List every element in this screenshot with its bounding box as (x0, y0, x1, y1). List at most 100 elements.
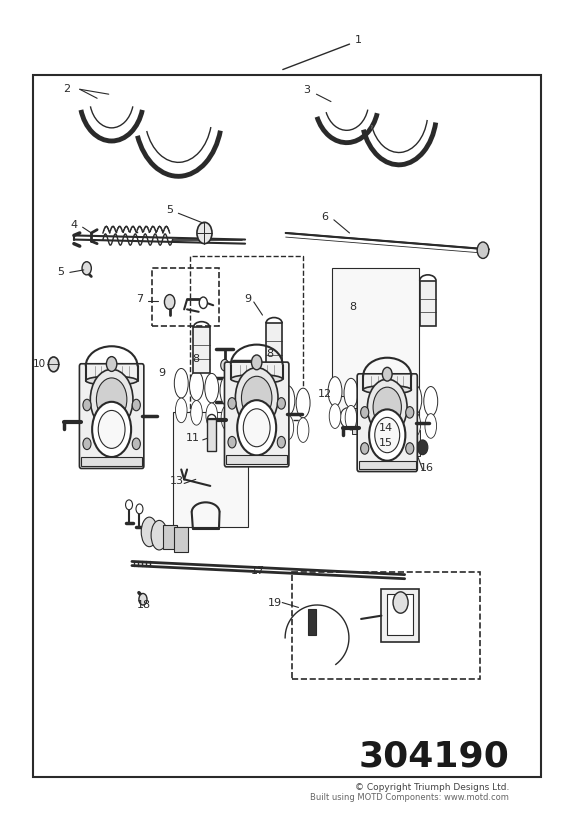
Circle shape (221, 388, 229, 400)
Ellipse shape (363, 386, 412, 394)
Circle shape (393, 592, 408, 613)
Circle shape (375, 418, 400, 452)
Text: 6: 6 (322, 213, 329, 222)
Bar (387, 594, 413, 635)
FancyBboxPatch shape (224, 362, 289, 467)
Text: 5: 5 (58, 268, 65, 278)
Bar (266, 323, 282, 368)
Ellipse shape (344, 378, 358, 408)
Ellipse shape (392, 383, 406, 413)
Text: © Copyright Triumph Designs Ltd.: © Copyright Triumph Designs Ltd. (354, 783, 509, 792)
Circle shape (90, 369, 133, 429)
Circle shape (382, 368, 392, 381)
Text: 19: 19 (268, 597, 282, 607)
Ellipse shape (376, 382, 390, 411)
Circle shape (82, 262, 92, 275)
Ellipse shape (389, 428, 400, 443)
Circle shape (96, 378, 127, 421)
Text: 18: 18 (136, 600, 150, 610)
Bar (226, 456, 287, 465)
Circle shape (139, 593, 147, 605)
Ellipse shape (417, 440, 428, 455)
Bar (173, 412, 248, 527)
Text: 17: 17 (251, 566, 265, 576)
Polygon shape (286, 244, 489, 297)
Circle shape (477, 242, 489, 259)
Ellipse shape (174, 368, 188, 398)
Ellipse shape (282, 415, 294, 440)
Ellipse shape (408, 385, 422, 414)
Ellipse shape (151, 521, 167, 550)
Circle shape (369, 410, 405, 461)
Text: 8: 8 (192, 353, 199, 363)
Ellipse shape (360, 380, 374, 410)
Ellipse shape (361, 407, 373, 432)
Circle shape (125, 500, 132, 510)
Text: 15: 15 (378, 438, 392, 448)
Text: 16: 16 (420, 463, 434, 473)
Ellipse shape (266, 383, 280, 413)
Circle shape (238, 372, 246, 383)
Bar (292, 572, 480, 679)
Ellipse shape (377, 409, 389, 433)
Ellipse shape (281, 386, 295, 415)
Circle shape (107, 357, 117, 372)
Circle shape (278, 437, 286, 448)
Ellipse shape (221, 405, 233, 430)
Circle shape (228, 437, 236, 448)
Ellipse shape (235, 378, 249, 408)
Circle shape (228, 398, 236, 410)
Circle shape (221, 359, 229, 371)
Text: 11: 11 (186, 433, 200, 443)
Ellipse shape (206, 403, 217, 428)
Circle shape (238, 400, 246, 412)
Bar (308, 609, 317, 635)
Text: 4: 4 (71, 220, 78, 230)
Ellipse shape (297, 418, 309, 442)
Circle shape (241, 377, 272, 419)
Circle shape (221, 413, 229, 424)
Text: 9: 9 (244, 294, 251, 305)
Circle shape (98, 410, 125, 448)
Circle shape (83, 400, 91, 411)
Ellipse shape (191, 400, 202, 425)
Ellipse shape (328, 377, 342, 406)
Text: 7: 7 (136, 294, 143, 305)
Circle shape (243, 409, 270, 447)
Text: 8: 8 (266, 349, 273, 358)
Ellipse shape (231, 375, 283, 383)
Bar (174, 527, 188, 551)
Text: Built using MOTD Components: www.motd.com: Built using MOTD Components: www.motd.co… (310, 793, 509, 802)
Ellipse shape (252, 410, 263, 435)
Bar (81, 457, 142, 466)
Circle shape (197, 222, 212, 244)
Ellipse shape (329, 404, 341, 428)
Bar (163, 525, 177, 549)
Text: 5: 5 (166, 205, 173, 215)
Ellipse shape (340, 408, 354, 428)
Circle shape (236, 368, 278, 428)
Text: 2: 2 (63, 84, 70, 94)
Circle shape (164, 294, 175, 309)
Ellipse shape (175, 398, 187, 423)
Ellipse shape (220, 376, 234, 405)
Circle shape (83, 438, 91, 450)
Bar (409, 430, 420, 456)
Text: 1: 1 (354, 35, 361, 45)
Ellipse shape (409, 412, 420, 437)
Bar (194, 327, 210, 372)
Bar (208, 419, 216, 451)
Ellipse shape (425, 414, 437, 438)
FancyBboxPatch shape (357, 374, 417, 471)
Circle shape (132, 400, 141, 411)
Ellipse shape (267, 413, 279, 438)
Ellipse shape (86, 377, 138, 385)
Text: 8: 8 (349, 302, 357, 311)
Circle shape (278, 398, 286, 410)
Bar (190, 256, 303, 420)
Ellipse shape (424, 386, 438, 416)
Ellipse shape (296, 388, 310, 418)
FancyBboxPatch shape (79, 363, 144, 469)
Circle shape (251, 355, 262, 370)
Ellipse shape (236, 408, 248, 433)
